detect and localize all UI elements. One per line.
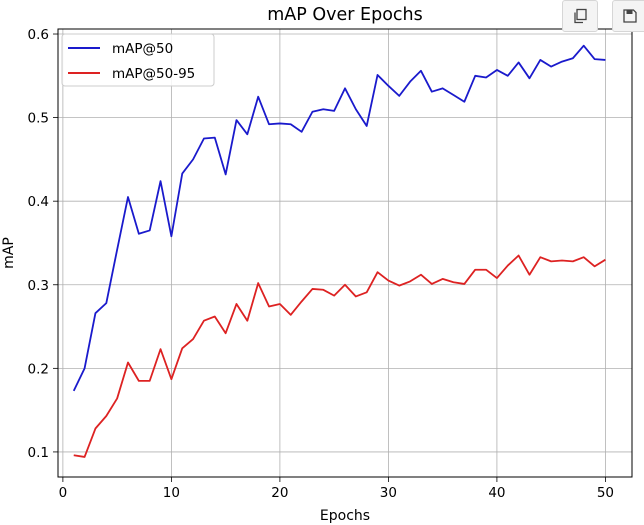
series-layer [72, 44, 606, 458]
y-tick-label: 0.3 [28, 278, 49, 294]
grid-layer [58, 29, 632, 477]
y-tick-label: 0.5 [28, 111, 49, 127]
copy-button[interactable] [562, 0, 598, 32]
chart-title: mAP Over Epochs [267, 5, 423, 25]
ticks-layer: 0 10 20 30 40 50 0.1 0.2 0.3 0.4 0.5 0.6 [28, 27, 614, 501]
legend-label-map50-95: mAP@50-95 [112, 66, 195, 82]
series-line-map-50-95 [73, 254, 606, 458]
y-tick-label: 0.2 [28, 361, 49, 377]
plot-frame [57, 28, 633, 478]
y-tick-label: 0.6 [28, 27, 49, 43]
copy-icon [574, 8, 587, 24]
x-tick-label: 0 [59, 485, 68, 501]
x-tick-label: 50 [597, 485, 614, 501]
x-axis-label: Epochs [320, 508, 370, 524]
x-tick-label: 30 [380, 485, 397, 501]
y-tick-label: 0.4 [28, 194, 49, 210]
save-icon [623, 9, 637, 23]
legend-label-map50: mAP@50 [112, 41, 173, 57]
x-tick-label: 20 [271, 485, 288, 501]
save-button[interactable] [612, 0, 644, 32]
y-axis-label: mAP [1, 237, 17, 269]
x-tick-label: 10 [163, 485, 180, 501]
legend: mAP@50 mAP@50-95 [61, 33, 215, 87]
series-line-map-50 [72, 44, 606, 392]
y-tick-label: 0.1 [28, 445, 49, 461]
x-tick-label: 40 [488, 485, 505, 501]
